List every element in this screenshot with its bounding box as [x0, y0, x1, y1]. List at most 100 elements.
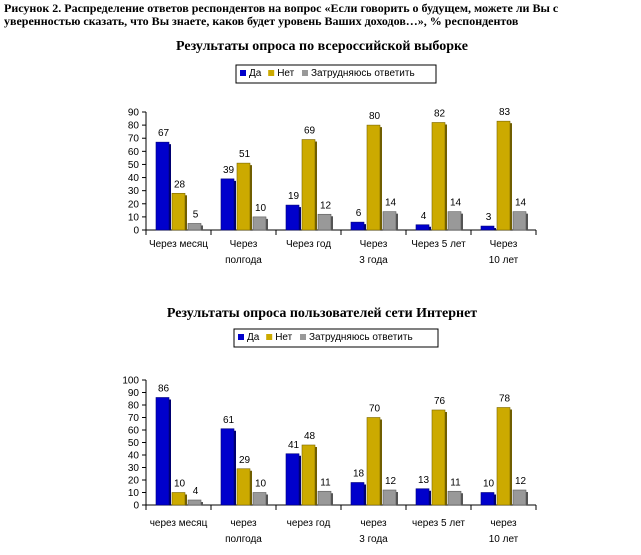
data-label-2-4: 70: [369, 404, 381, 415]
bar-2-6: [496, 120, 511, 231]
data-label-2-2: 29: [239, 455, 251, 466]
data-label-2-1: 28: [174, 179, 186, 190]
bar-1-5: [415, 488, 430, 506]
data-label-3-5: 11: [450, 477, 461, 488]
bar-side-2-1: [185, 494, 187, 505]
legend-swatch-2: [266, 334, 273, 340]
bar-side-2-1: [185, 195, 187, 230]
data-label-1-3: 19: [288, 191, 300, 202]
y-tick-label: 70: [128, 134, 140, 145]
x-category-label: через 5 лет: [412, 518, 465, 529]
bar-1-5: [415, 224, 430, 231]
x-category-label: через месяц: [150, 518, 208, 529]
bar-3-4: [382, 211, 397, 231]
data-label-2-5: 82: [434, 108, 446, 119]
data-label-1-4: 6: [356, 208, 362, 219]
bar-3-4: [382, 489, 397, 506]
data-label-3-4: 12: [385, 476, 397, 487]
chart-russia-sample: Результаты опроса по всероссийской выбор…: [128, 39, 537, 266]
bar-side-1-5: [429, 490, 431, 505]
data-label-1-1: 86: [158, 384, 170, 395]
x-category-label: Через месяц: [149, 239, 208, 250]
y-tick-label: 20: [128, 476, 140, 487]
chart-internet-users: Результаты опроса пользователей сети Инт…: [122, 306, 537, 545]
data-label-3-4: 14: [385, 198, 397, 209]
bar-2-5: [431, 122, 446, 231]
bar-side-1-3: [299, 207, 301, 230]
bar-side-3-4: [396, 213, 398, 230]
bar-2-2: [236, 468, 251, 506]
data-label-1-2: 61: [223, 415, 235, 426]
bar-side-1-4: [364, 484, 366, 505]
y-tick-label: 50: [128, 160, 140, 171]
bar-side-1-5: [429, 226, 431, 230]
bar-3-1: [187, 499, 202, 506]
y-tick-label: 0: [133, 501, 139, 512]
y-tick-label: 80: [128, 401, 140, 412]
bar-side-2-4: [380, 127, 382, 230]
bar-2-5: [431, 409, 446, 506]
bar-1-4: [350, 221, 365, 231]
bar-3-3: [317, 213, 332, 231]
x-category-label: через 3 года: [359, 518, 388, 545]
bar-side-2-2: [250, 470, 252, 505]
data-label-3-1: 5: [193, 209, 199, 220]
bar-side-3-6: [526, 213, 528, 230]
bar-side-2-5: [445, 412, 447, 505]
data-label-1-6: 10: [483, 479, 495, 490]
legend-box: [235, 64, 437, 84]
bar-2-1: [171, 492, 186, 506]
bar-side-3-3: [331, 493, 333, 505]
bar-1-3: [285, 204, 300, 231]
legend-swatch-1: [238, 334, 244, 340]
chart-title: Результаты опроса по всероссийской выбор…: [176, 39, 468, 54]
bar-side-2-6: [510, 123, 512, 230]
y-tick-label: 30: [128, 463, 140, 474]
data-label-3-6: 14: [515, 198, 527, 209]
data-label-2-2: 51: [239, 149, 251, 160]
data-label-3-3: 11: [320, 477, 331, 488]
bar-side-3-2: [266, 218, 268, 230]
legend-box: [233, 328, 439, 348]
data-label-3-6: 12: [515, 476, 527, 487]
bar-1-4: [350, 482, 365, 506]
legend-swatch-3: [302, 70, 308, 76]
y-tick-label: 60: [128, 147, 140, 158]
bar-3-1: [187, 223, 202, 231]
y-tick-label: 100: [122, 376, 139, 387]
bar-side-2-3: [315, 447, 317, 505]
data-label-1-5: 13: [418, 475, 430, 486]
data-label-3-2: 10: [255, 203, 267, 214]
bar-1-3: [285, 453, 300, 506]
bar-side-1-6: [494, 228, 496, 230]
x-category-label: Через 5 лет: [411, 239, 466, 250]
bar-side-1-3: [299, 455, 301, 505]
x-category-label: Через 10 лет: [489, 239, 519, 266]
data-label-2-5: 76: [434, 396, 446, 407]
bar-side-3-6: [526, 492, 528, 505]
chart-title: Результаты опроса пользователей сети Инт…: [167, 306, 477, 321]
data-label-1-2: 39: [223, 165, 235, 176]
bar-3-6: [512, 489, 527, 506]
bar-2-1: [171, 192, 186, 231]
data-label-2-6: 83: [499, 107, 511, 118]
bar-side-1-6: [494, 494, 496, 505]
bar-side-2-2: [250, 165, 252, 230]
bar-2-2: [236, 162, 251, 231]
data-label-1-5: 4: [421, 211, 427, 222]
bar-3-3: [317, 490, 332, 506]
y-tick-label: 40: [128, 451, 140, 462]
legend: Да Нет Затрудняюсь ответить: [233, 328, 439, 348]
bar-3-2: [252, 492, 267, 506]
legend-label-3: Затрудняюсь ответить: [309, 332, 413, 343]
data-label-2-1: 10: [174, 479, 186, 490]
data-label-3-3: 12: [320, 200, 332, 211]
y-tick-label: 0: [133, 226, 139, 237]
data-label-3-5: 14: [450, 198, 462, 209]
data-label-1-6: 3: [486, 212, 492, 223]
x-category-label: через полгода: [225, 518, 262, 545]
legend-label-3: Затрудняюсь ответить: [311, 68, 415, 79]
x-category-label: Через год: [286, 239, 331, 250]
y-tick-label: 80: [128, 121, 140, 132]
x-category-label: Через 3 года: [359, 239, 388, 266]
